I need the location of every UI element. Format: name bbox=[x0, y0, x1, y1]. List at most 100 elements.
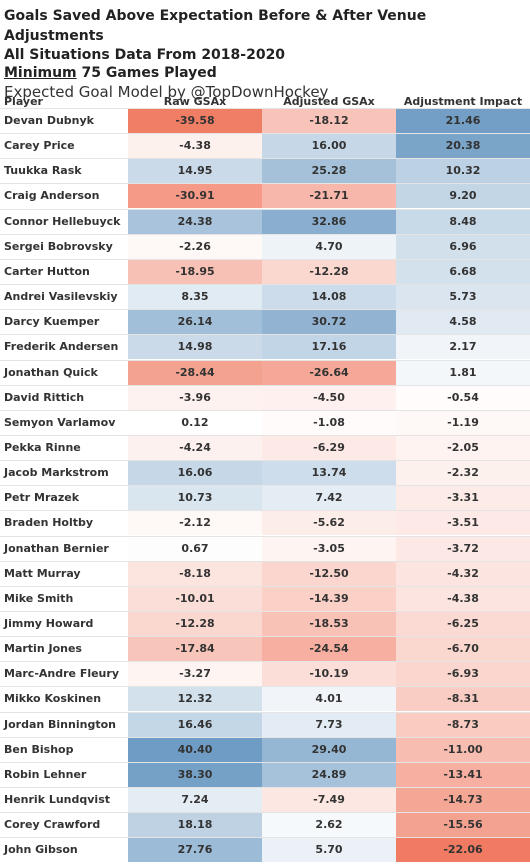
raw-gsax-cell: 12.32 bbox=[128, 687, 262, 712]
player-name: Tuukka Rask bbox=[4, 164, 82, 178]
adjustment-impact-cell: -3.72 bbox=[396, 536, 530, 561]
player-name: Robin Lehner bbox=[4, 767, 87, 781]
adjustment-impact-cell: 8.48 bbox=[396, 209, 530, 234]
adjusted-gsax-cell: -14.39 bbox=[262, 586, 396, 611]
adjustment-impact-cell: -14.73 bbox=[396, 788, 530, 813]
player-name: John Gibson bbox=[4, 843, 78, 857]
raw-gsax-cell: 0.67 bbox=[128, 536, 262, 561]
adjustment-impact-cell: 6.68 bbox=[396, 259, 530, 284]
table-row: Robin Lehner 38.30 24.89 -13.41 bbox=[0, 761, 530, 787]
table-row: Braden Holtby -2.12 -5.62 -3.51 bbox=[0, 510, 530, 536]
player-name: Ben Bishop bbox=[4, 742, 74, 756]
adjustment-impact-cell: 4.58 bbox=[396, 310, 530, 335]
raw-gsax-cell: 14.98 bbox=[128, 335, 262, 360]
adjustment-impact-cell: -22.06 bbox=[396, 838, 530, 863]
table-row: Jordan Binnington 16.46 7.73 -8.73 bbox=[0, 711, 530, 737]
table-row: Devan Dubnyk -39.58 -18.12 21.46 bbox=[0, 108, 530, 133]
adjusted-gsax-cell: 14.08 bbox=[262, 285, 396, 310]
column-header-raw-gsax: Raw GSAx bbox=[163, 95, 227, 108]
adjusted-gsax-cell: 24.89 bbox=[262, 762, 396, 787]
adjustment-impact-cell: -2.05 bbox=[396, 435, 530, 460]
raw-gsax-cell: 8.35 bbox=[128, 285, 262, 310]
adjusted-gsax-cell: -21.71 bbox=[262, 184, 396, 209]
table-row: Semyon Varlamov 0.12 -1.08 -1.19 bbox=[0, 409, 530, 435]
player-name: Semyon Varlamov bbox=[4, 415, 116, 429]
player-name: David Rittich bbox=[4, 390, 85, 404]
adjustment-impact-cell: 9.20 bbox=[396, 184, 530, 209]
table-row: Carter Hutton -18.95 -12.28 6.68 bbox=[0, 258, 530, 284]
raw-gsax-cell: -10.01 bbox=[128, 586, 262, 611]
player-name: Sergei Bobrovsky bbox=[4, 239, 113, 253]
table-row: Pekka Rinne -4.24 -6.29 -2.05 bbox=[0, 434, 530, 460]
adjusted-gsax-cell: 32.86 bbox=[262, 209, 396, 234]
table-row: Darcy Kuemper 26.14 30.72 4.58 bbox=[0, 309, 530, 335]
raw-gsax-cell: 0.12 bbox=[128, 410, 262, 435]
raw-gsax-cell: -18.95 bbox=[128, 259, 262, 284]
adjusted-gsax-cell: -6.29 bbox=[262, 435, 396, 460]
adjusted-gsax-cell: -12.28 bbox=[262, 259, 396, 284]
raw-gsax-cell: -3.27 bbox=[128, 662, 262, 687]
adjusted-gsax-cell: -4.50 bbox=[262, 385, 396, 410]
player-name: Devan Dubnyk bbox=[4, 114, 94, 127]
chart-subtitle-data-range: All Situations Data From 2018-2020 bbox=[4, 47, 286, 63]
adjusted-gsax-cell: -12.50 bbox=[262, 561, 396, 586]
adjustment-impact-cell: -6.70 bbox=[396, 637, 530, 662]
adjustment-impact-cell: -6.25 bbox=[396, 612, 530, 636]
raw-gsax-cell: 10.73 bbox=[128, 486, 262, 511]
adjusted-gsax-cell: 29.40 bbox=[262, 737, 396, 762]
table-row: Mikko Koskinen 12.32 4.01 -8.31 bbox=[0, 686, 530, 712]
raw-gsax-cell: 18.18 bbox=[128, 813, 262, 838]
chart-credit: Expected Goal Model by @TopDownHockey bbox=[4, 83, 329, 101]
raw-gsax-cell: 16.06 bbox=[128, 461, 262, 486]
raw-gsax-cell: -4.38 bbox=[128, 134, 262, 159]
raw-gsax-cell: -30.91 bbox=[128, 184, 262, 209]
raw-gsax-cell: -2.12 bbox=[128, 511, 262, 536]
adjusted-gsax-cell: -18.12 bbox=[262, 109, 396, 133]
raw-gsax-cell: -3.96 bbox=[128, 385, 262, 410]
chart-header: Goals Saved Above Expectation Before & A… bbox=[4, 0, 530, 102]
adjustment-impact-cell: -6.93 bbox=[396, 662, 530, 687]
raw-gsax-cell: 27.76 bbox=[128, 838, 262, 863]
table-row: Henrik Lundqvist 7.24 -7.49 -14.73 bbox=[0, 787, 530, 813]
table-row: David Rittich -3.96 -4.50 -0.54 bbox=[0, 384, 530, 410]
player-name: Craig Anderson bbox=[4, 189, 100, 203]
raw-gsax-cell: 40.40 bbox=[128, 737, 262, 762]
column-header-row: Player Raw GSAx Adjusted GSAx Adjustment… bbox=[0, 94, 530, 110]
adjusted-gsax-cell: 4.70 bbox=[262, 234, 396, 259]
raw-gsax-cell: 38.30 bbox=[128, 762, 262, 787]
adjustment-impact-cell: -3.31 bbox=[396, 486, 530, 511]
table-row: Corey Crawford 18.18 2.62 -15.56 bbox=[0, 812, 530, 838]
adjusted-gsax-cell: -1.08 bbox=[262, 410, 396, 435]
column-header-adjustment-impact: Adjustment Impact bbox=[403, 95, 523, 108]
adjusted-gsax-cell: 7.73 bbox=[262, 712, 396, 737]
raw-gsax-cell: -4.24 bbox=[128, 435, 262, 460]
player-name: Braden Holtby bbox=[4, 516, 94, 530]
table-row: Sergei Bobrovsky -2.26 4.70 6.96 bbox=[0, 233, 530, 259]
adjusted-gsax-cell: -18.53 bbox=[262, 612, 396, 636]
table-row: Jonathan Bernier 0.67 -3.05 -3.72 bbox=[0, 535, 530, 561]
player-name: Carter Hutton bbox=[4, 264, 90, 278]
table-row: John Gibson 27.76 5.70 -22.06 bbox=[0, 837, 530, 863]
raw-gsax-cell: -2.26 bbox=[128, 234, 262, 259]
adjusted-gsax-cell: 25.28 bbox=[262, 159, 396, 184]
player-name: Mike Smith bbox=[4, 591, 74, 605]
table-row: Mike Smith -10.01 -14.39 -4.38 bbox=[0, 585, 530, 611]
adjustment-impact-cell: 6.96 bbox=[396, 234, 530, 259]
player-name: Andrei Vasilevskiy bbox=[4, 290, 118, 304]
table-row: Jonathan Quick -28.44 -26.64 1.81 bbox=[0, 359, 530, 385]
adjusted-gsax-cell: 7.42 bbox=[262, 486, 396, 511]
player-name: Mikko Koskinen bbox=[4, 692, 102, 706]
player-name: Jimmy Howard bbox=[4, 617, 94, 630]
raw-gsax-cell: 7.24 bbox=[128, 788, 262, 813]
adjustment-impact-cell: 21.46 bbox=[396, 109, 530, 133]
adjustment-impact-cell: -13.41 bbox=[396, 762, 530, 787]
player-name: Jonathan Quick bbox=[4, 365, 98, 379]
adjusted-gsax-cell: -24.54 bbox=[262, 637, 396, 662]
adjusted-gsax-cell: 2.62 bbox=[262, 813, 396, 838]
player-name: Petr Mrazek bbox=[4, 491, 80, 505]
adjusted-gsax-cell: 13.74 bbox=[262, 461, 396, 486]
table-row: Ben Bishop 40.40 29.40 -11.00 bbox=[0, 736, 530, 762]
column-header-adjusted-gsax: Adjusted GSAx bbox=[283, 95, 375, 108]
adjustment-impact-cell: -4.38 bbox=[396, 586, 530, 611]
adjustment-impact-cell: -1.19 bbox=[396, 410, 530, 435]
